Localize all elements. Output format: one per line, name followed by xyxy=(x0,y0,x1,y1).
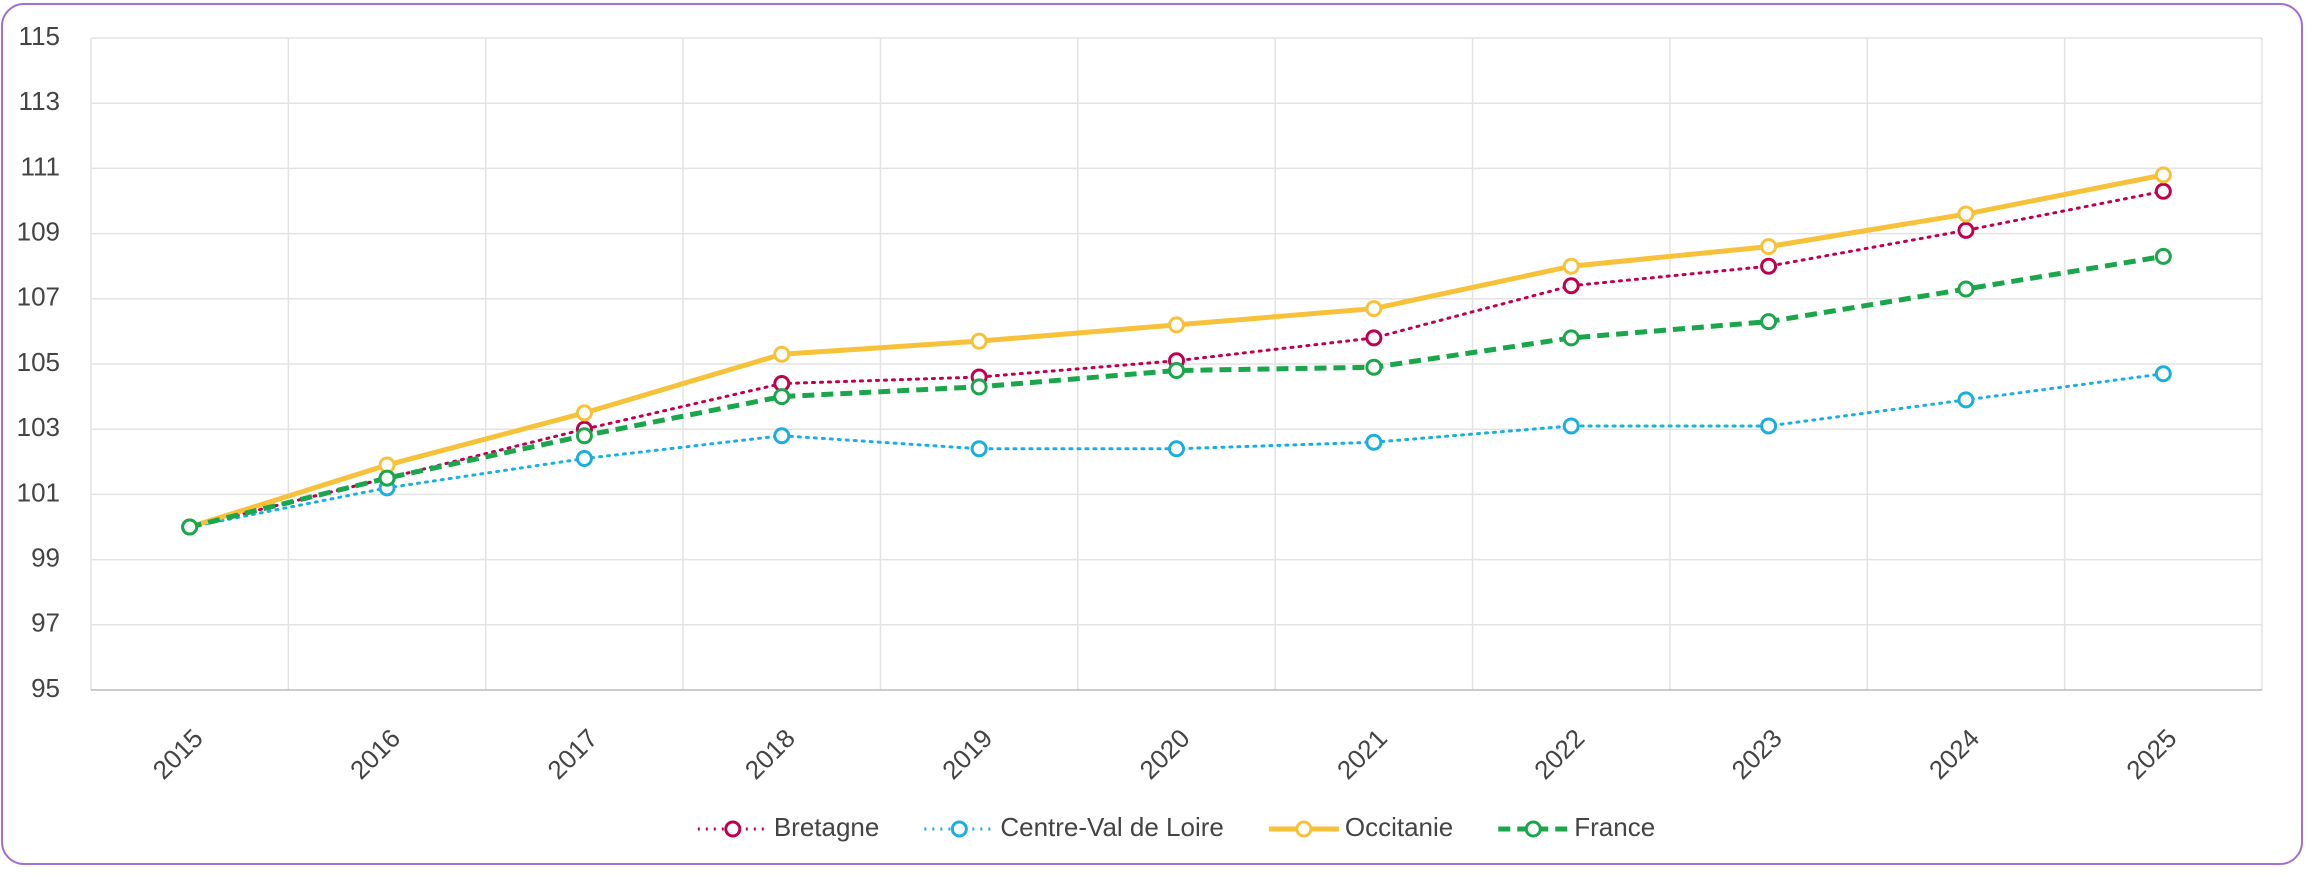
point xyxy=(1365,300,1383,318)
legend-marker xyxy=(950,820,968,838)
point xyxy=(773,345,791,363)
legend-item: Occitanie xyxy=(1268,812,1453,842)
legend: Bretagne Centre-Val de Loire Occitanie Fran… xyxy=(697,812,1655,842)
y-tick-label: 99 xyxy=(31,542,60,572)
point xyxy=(1957,221,1975,239)
legend-item: Centre-Val de Loire xyxy=(924,812,1224,842)
point xyxy=(970,440,988,458)
y-tick-label: 95 xyxy=(31,673,60,703)
point xyxy=(378,469,396,487)
point xyxy=(2154,365,2172,383)
point xyxy=(970,332,988,350)
y-tick-label: 109 xyxy=(17,216,60,246)
point xyxy=(1957,391,1975,409)
point xyxy=(1365,358,1383,376)
point xyxy=(1365,433,1383,451)
point xyxy=(181,518,199,536)
y-tick-label: 111 xyxy=(20,151,60,181)
point xyxy=(1562,329,1580,347)
point xyxy=(773,388,791,406)
series-line xyxy=(188,189,2165,529)
point xyxy=(2154,247,2172,265)
chart-border xyxy=(1,3,2303,865)
point xyxy=(1365,329,1383,347)
y-tick-label: 107 xyxy=(17,282,60,312)
point xyxy=(1562,257,1580,275)
series-line xyxy=(189,253,2164,530)
point xyxy=(2154,182,2172,200)
point xyxy=(1562,417,1580,435)
point xyxy=(1760,417,1778,435)
y-tick-label: 113 xyxy=(19,86,60,116)
point xyxy=(1760,257,1778,275)
point xyxy=(1562,277,1580,295)
y-tick-label: 115 xyxy=(19,21,60,51)
point xyxy=(575,450,593,468)
legend-marker xyxy=(1295,820,1313,838)
point xyxy=(1760,313,1778,331)
y-tick-label: 97 xyxy=(31,608,60,638)
point xyxy=(1168,316,1185,334)
y-tick-label: 103 xyxy=(17,412,60,442)
y-tick-label: 101 xyxy=(17,477,60,507)
legend-label: France xyxy=(1574,812,1655,842)
point xyxy=(1168,440,1185,458)
legend-label: Centre-Val de Loire xyxy=(1000,812,1224,842)
point xyxy=(1168,362,1185,380)
legend-marker xyxy=(724,820,742,838)
legend-item: Bretagne xyxy=(697,812,880,842)
point xyxy=(1957,280,1975,298)
point xyxy=(1957,205,1975,223)
legend-item: France xyxy=(1498,812,1655,842)
point xyxy=(773,427,791,445)
point xyxy=(1760,238,1778,256)
legend-marker xyxy=(1524,820,1542,838)
point xyxy=(575,427,593,445)
legend-label: Occitanie xyxy=(1345,812,1453,842)
point xyxy=(575,404,593,422)
point xyxy=(970,378,988,396)
point xyxy=(2154,166,2172,184)
legend-label: Bretagne xyxy=(774,812,880,842)
y-tick-label: 105 xyxy=(17,347,60,377)
